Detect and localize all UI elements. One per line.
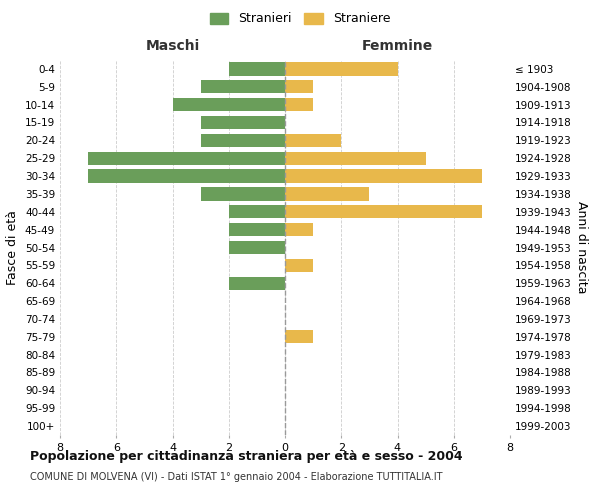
Bar — [285, 330, 313, 344]
Bar — [285, 80, 313, 94]
Bar — [285, 62, 398, 76]
Bar — [229, 241, 285, 254]
Bar — [229, 205, 285, 218]
Bar — [285, 170, 482, 183]
Bar — [200, 80, 285, 94]
Text: Popolazione per cittadinanza straniera per età e sesso - 2004: Popolazione per cittadinanza straniera p… — [30, 450, 463, 463]
Bar — [285, 205, 482, 218]
Bar — [285, 152, 425, 165]
Bar — [173, 98, 285, 112]
Bar — [285, 258, 313, 272]
Bar — [88, 152, 285, 165]
Bar — [285, 187, 370, 200]
Text: Femmine: Femmine — [362, 39, 433, 53]
Bar — [285, 134, 341, 147]
Y-axis label: Anni di nascita: Anni di nascita — [575, 201, 588, 294]
Bar — [88, 170, 285, 183]
Bar — [229, 276, 285, 290]
Bar — [285, 98, 313, 112]
Bar — [200, 134, 285, 147]
Text: Maschi: Maschi — [145, 39, 200, 53]
Bar — [200, 187, 285, 200]
Legend: Stranieri, Straniere: Stranieri, Straniere — [206, 8, 394, 29]
Y-axis label: Fasce di età: Fasce di età — [7, 210, 19, 285]
Bar — [285, 223, 313, 236]
Bar — [229, 62, 285, 76]
Bar — [229, 223, 285, 236]
Text: COMUNE DI MOLVENA (VI) - Dati ISTAT 1° gennaio 2004 - Elaborazione TUTTITALIA.IT: COMUNE DI MOLVENA (VI) - Dati ISTAT 1° g… — [30, 472, 443, 482]
Bar — [200, 116, 285, 129]
